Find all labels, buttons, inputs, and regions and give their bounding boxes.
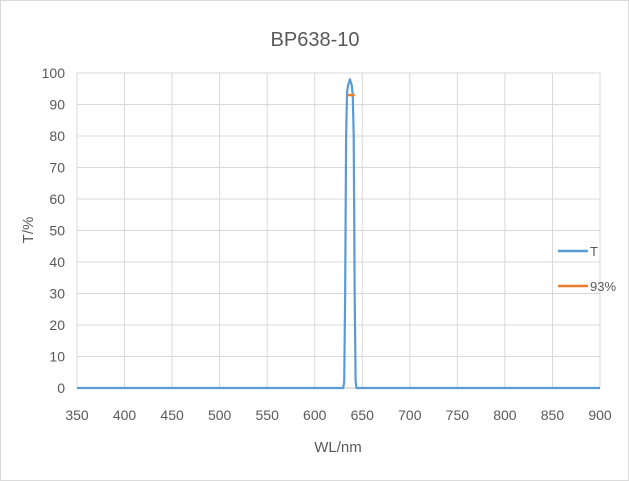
x-tick-label: 800 (493, 407, 517, 423)
y-tick-label: 50 (49, 223, 65, 239)
x-tick-label: 600 (303, 407, 327, 423)
y-tick-label: 20 (49, 317, 65, 333)
x-tick-label: 500 (208, 407, 232, 423)
x-tick-label: 550 (256, 407, 280, 423)
x-axis-title: WL/nm (314, 439, 362, 456)
y-tick-label: 90 (49, 97, 65, 113)
y-tick-labels: 0 10 20 30 40 50 60 70 80 90 100 (42, 65, 66, 396)
x-tick-label: 650 (351, 407, 375, 423)
x-tick-label: 350 (65, 407, 89, 423)
y-tick-label: 0 (57, 380, 65, 396)
y-tick-label: 80 (49, 128, 65, 144)
y-axis-title: T/% (20, 217, 37, 244)
x-tick-label: 400 (113, 407, 137, 423)
x-tick-label: 450 (160, 407, 184, 423)
legend-label: T (590, 244, 598, 259)
x-tick-label: 900 (588, 407, 612, 423)
y-tick-label: 70 (49, 160, 65, 176)
y-tick-label: 60 (49, 191, 65, 207)
y-tick-label: 10 (49, 349, 65, 365)
legend-label: 93% (590, 279, 616, 294)
y-tick-label: 100 (42, 65, 66, 81)
y-tick-label: 30 (49, 286, 65, 302)
x-tick-label: 700 (398, 407, 422, 423)
chart-title: BP638-10 (271, 29, 360, 51)
gridlines (76, 72, 601, 389)
series-line-t (77, 78, 600, 390)
x-tick-label: 750 (446, 407, 470, 423)
x-tick-labels: 350 400 450 500 550 600 650 700 750 800 850 900 (65, 407, 612, 423)
x-tick-label: 850 (541, 407, 565, 423)
legend: T 93% (558, 244, 616, 294)
series-group (77, 78, 600, 390)
y-tick-label: 40 (49, 254, 65, 270)
